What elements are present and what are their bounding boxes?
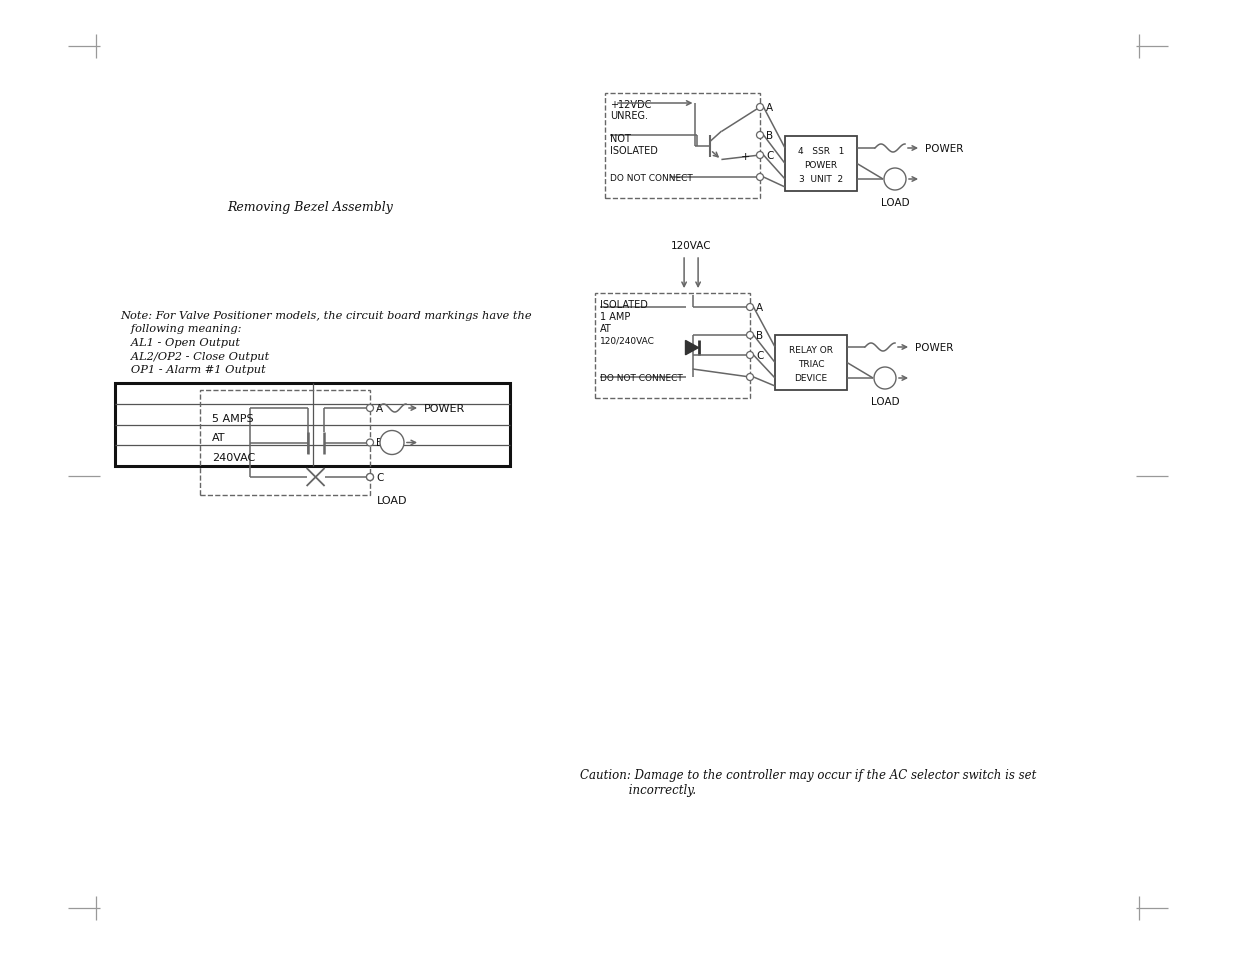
Bar: [605, 94, 760, 199]
Bar: [785, 137, 857, 192]
Text: AL1 - Open Output: AL1 - Open Output: [120, 337, 240, 348]
Text: 1 AMP: 1 AMP: [600, 312, 630, 322]
Text: +: +: [740, 152, 750, 162]
Text: DO NOT CONNECT: DO NOT CONNECT: [600, 374, 683, 382]
Text: A: A: [375, 403, 383, 414]
Text: incorrectly.: incorrectly.: [580, 783, 697, 797]
Bar: [200, 391, 370, 496]
Text: LOAD: LOAD: [871, 396, 899, 407]
Text: AL2/OP2 - Close Output: AL2/OP2 - Close Output: [120, 351, 269, 361]
Text: ISOLATED: ISOLATED: [600, 299, 648, 310]
Bar: [776, 335, 847, 391]
Text: AT: AT: [212, 433, 226, 443]
Circle shape: [746, 375, 753, 381]
Text: DO NOT CONNECT: DO NOT CONNECT: [610, 173, 693, 183]
Text: POWER: POWER: [804, 161, 837, 170]
Text: 240VAC: 240VAC: [212, 453, 256, 463]
Circle shape: [757, 152, 763, 159]
Circle shape: [884, 169, 906, 191]
Bar: [115, 384, 510, 467]
Text: B: B: [766, 131, 773, 141]
Circle shape: [746, 352, 753, 359]
Circle shape: [746, 304, 753, 312]
Text: Removing Bezel Assembly: Removing Bezel Assembly: [227, 200, 393, 213]
Text: Note: For Valve Positioner models, the circuit board markings have the: Note: For Valve Positioner models, the c…: [120, 311, 531, 320]
Text: LOAD: LOAD: [377, 496, 408, 505]
Text: C: C: [756, 351, 763, 360]
Circle shape: [367, 439, 373, 447]
Circle shape: [380, 431, 404, 455]
Text: 120/240VAC: 120/240VAC: [600, 335, 655, 345]
Circle shape: [367, 474, 373, 481]
Text: B: B: [375, 438, 383, 448]
Text: NOT: NOT: [610, 133, 631, 144]
Text: 120VAC: 120VAC: [671, 241, 711, 251]
Text: C: C: [375, 473, 383, 482]
Text: RELAY OR: RELAY OR: [789, 346, 832, 355]
Circle shape: [757, 105, 763, 112]
Text: following meaning:: following meaning:: [120, 324, 242, 335]
Text: DEVICE: DEVICE: [794, 374, 827, 382]
Circle shape: [757, 132, 763, 139]
Text: C: C: [766, 151, 773, 161]
Text: A: A: [756, 303, 763, 313]
Text: LOAD: LOAD: [881, 198, 909, 208]
Text: UNREG.: UNREG.: [610, 111, 648, 121]
Text: A: A: [766, 103, 773, 112]
Text: POWER: POWER: [424, 403, 466, 414]
Text: 3  UNIT  2: 3 UNIT 2: [799, 174, 844, 184]
Text: AT: AT: [600, 324, 611, 334]
Polygon shape: [685, 341, 699, 355]
Bar: [595, 294, 750, 398]
Circle shape: [757, 174, 763, 181]
Text: ISOLATED: ISOLATED: [610, 146, 658, 156]
Circle shape: [367, 474, 373, 481]
Text: POWER: POWER: [925, 144, 963, 153]
Text: POWER: POWER: [915, 343, 953, 353]
Text: 5 AMPS: 5 AMPS: [212, 414, 253, 424]
Text: 4   SSR   1: 4 SSR 1: [798, 147, 845, 156]
Text: +12VDC: +12VDC: [610, 100, 651, 110]
Circle shape: [746, 333, 753, 339]
Text: OP1 - Alarm #1 Output: OP1 - Alarm #1 Output: [120, 365, 266, 375]
Circle shape: [874, 368, 897, 390]
Text: B: B: [756, 331, 763, 340]
Text: TRIAC: TRIAC: [798, 359, 824, 369]
Circle shape: [367, 405, 373, 412]
Text: Caution: Damage to the controller may occur if the AC selector switch is set: Caution: Damage to the controller may oc…: [580, 769, 1036, 781]
